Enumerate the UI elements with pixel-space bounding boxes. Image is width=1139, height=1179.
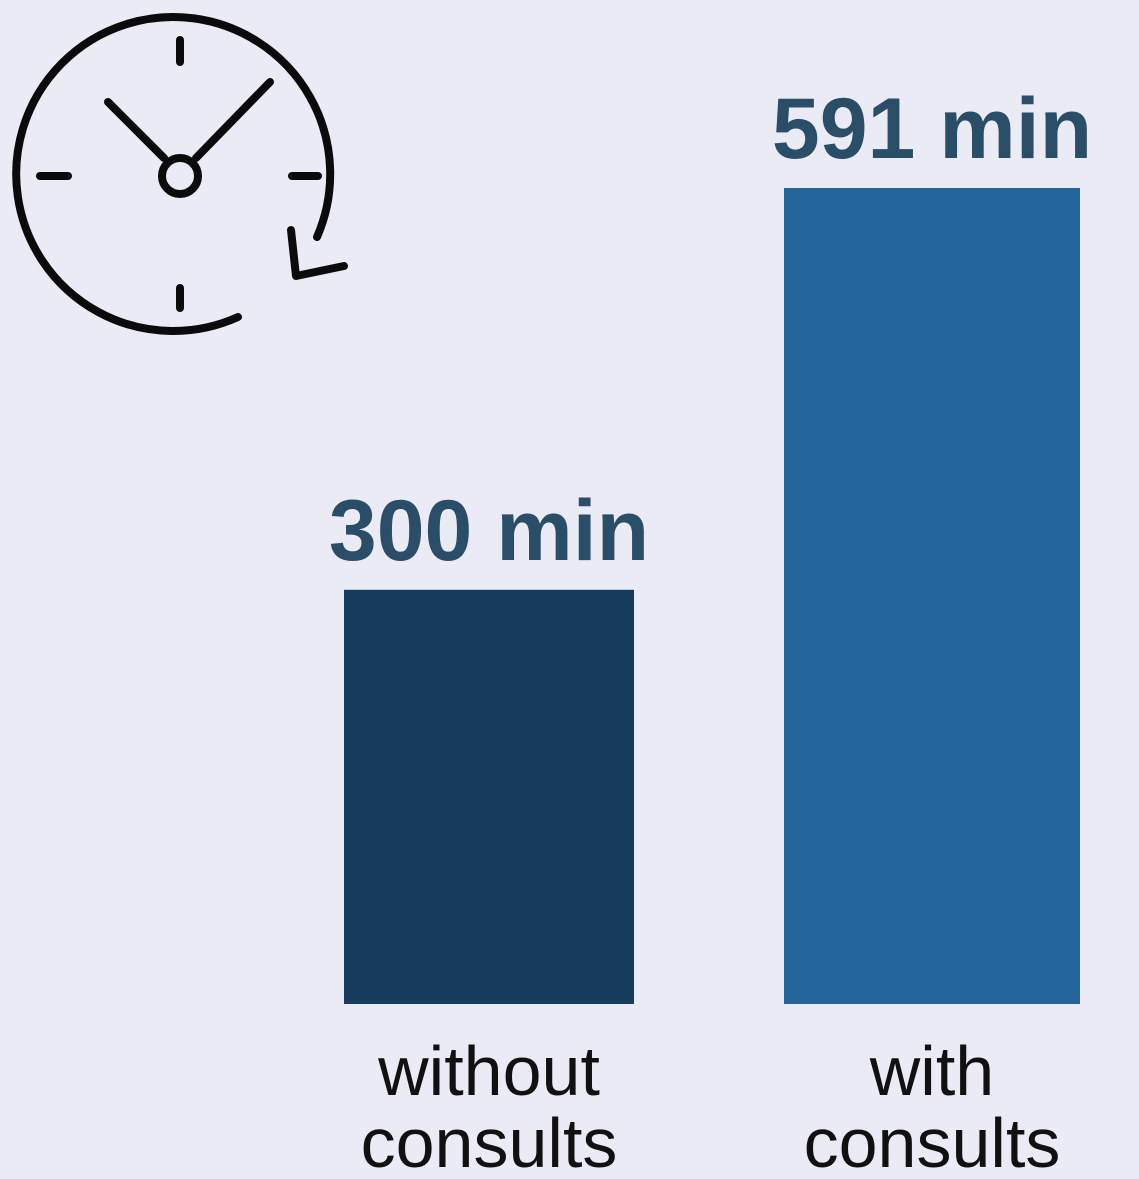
clock-history-icon xyxy=(12,13,348,335)
category-label-line: with xyxy=(869,1032,994,1110)
category-label-line: consults xyxy=(804,1104,1061,1179)
value-label-1: 591 min xyxy=(772,81,1092,177)
category-label-line: without xyxy=(377,1032,600,1110)
value-label-0: 300 min xyxy=(329,483,649,579)
category-label-line: consults xyxy=(361,1104,618,1179)
category-label-1: with consults xyxy=(804,1032,1061,1179)
category-label-0: without consults xyxy=(361,1032,618,1179)
bar-0 xyxy=(344,589,634,1004)
bar-1 xyxy=(784,188,1080,1004)
